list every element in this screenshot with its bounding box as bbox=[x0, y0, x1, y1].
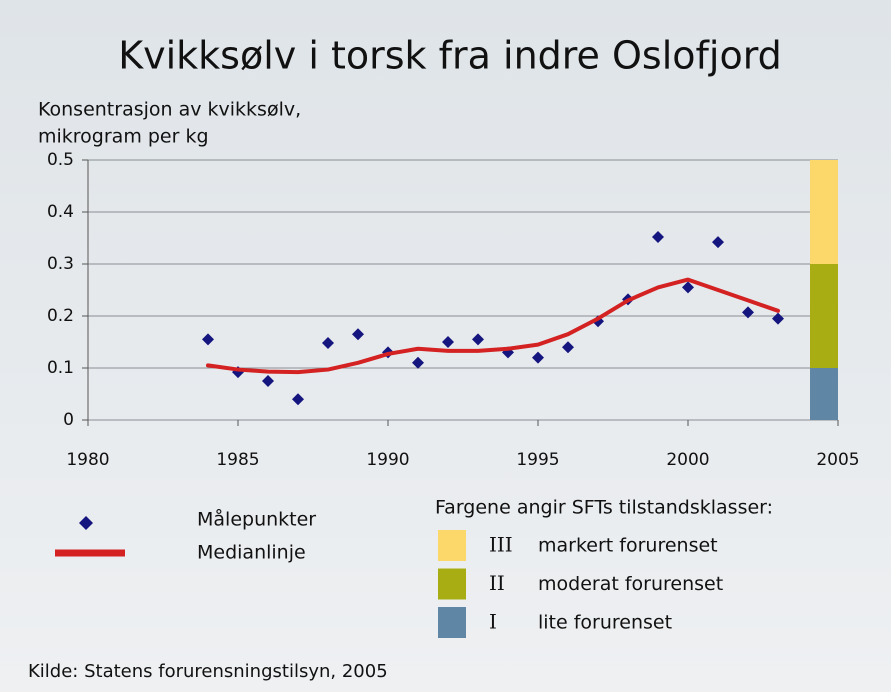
data-point bbox=[532, 351, 544, 364]
y-tick-label: 0.5 bbox=[47, 150, 74, 170]
data-point bbox=[682, 281, 694, 294]
legend-swatch bbox=[438, 607, 466, 638]
y-axis-label: Konsentrasjon av kvikksølv, bbox=[38, 99, 301, 121]
chart-title: Kvikksølv i torsk fra indre Oslofjord bbox=[118, 34, 782, 78]
y-tick-label: 0.3 bbox=[47, 254, 74, 274]
data-point bbox=[652, 230, 664, 243]
class-band bbox=[810, 264, 838, 368]
legend-numeral: I bbox=[489, 610, 497, 634]
legend-label: moderat forurenset bbox=[538, 573, 723, 595]
y-tick-label: 0.1 bbox=[47, 358, 74, 378]
class-band bbox=[810, 368, 838, 420]
data-point bbox=[712, 236, 724, 249]
legend-title: Fargene angir SFTs tilstandsklasser: bbox=[435, 497, 773, 519]
legend-numeral: II bbox=[489, 571, 505, 595]
legend-label: Medianlinje bbox=[197, 542, 306, 564]
legend-label: lite forurenset bbox=[538, 612, 672, 634]
data-point bbox=[442, 336, 454, 348]
class-band bbox=[810, 160, 838, 264]
data-point bbox=[292, 393, 304, 406]
x-tick-label: 2005 bbox=[816, 450, 859, 470]
data-point bbox=[562, 341, 574, 354]
legend-label: markert forurenset bbox=[538, 535, 718, 557]
x-tick-label: 1995 bbox=[516, 450, 559, 470]
x-tick-label: 1985 bbox=[216, 450, 259, 470]
legend-marker bbox=[79, 516, 93, 530]
x-tick-label: 1990 bbox=[366, 450, 409, 470]
data-point bbox=[472, 333, 484, 346]
median-line bbox=[206, 277, 780, 375]
data-point bbox=[322, 337, 334, 350]
data-point bbox=[772, 312, 784, 325]
y-tick-label: 0.4 bbox=[47, 202, 74, 222]
y-axis-label: mikrogram per kg bbox=[38, 126, 209, 148]
legend-numeral: III bbox=[489, 533, 513, 557]
y-tick-label: 0 bbox=[63, 410, 74, 430]
data-point bbox=[352, 328, 364, 341]
source: Kilde: Statens forurensningstilsyn, 2005 bbox=[28, 661, 388, 682]
legend-label: Målepunkter bbox=[197, 508, 316, 531]
legend-swatch bbox=[438, 530, 466, 561]
y-tick-label: 0.2 bbox=[47, 306, 74, 326]
data-point bbox=[262, 375, 274, 387]
data-point bbox=[412, 356, 424, 369]
x-tick-label: 2000 bbox=[666, 450, 709, 470]
x-tick-label: 1980 bbox=[66, 450, 109, 470]
data-point bbox=[202, 333, 214, 346]
data-point bbox=[742, 306, 754, 319]
legend-swatch bbox=[438, 568, 466, 600]
